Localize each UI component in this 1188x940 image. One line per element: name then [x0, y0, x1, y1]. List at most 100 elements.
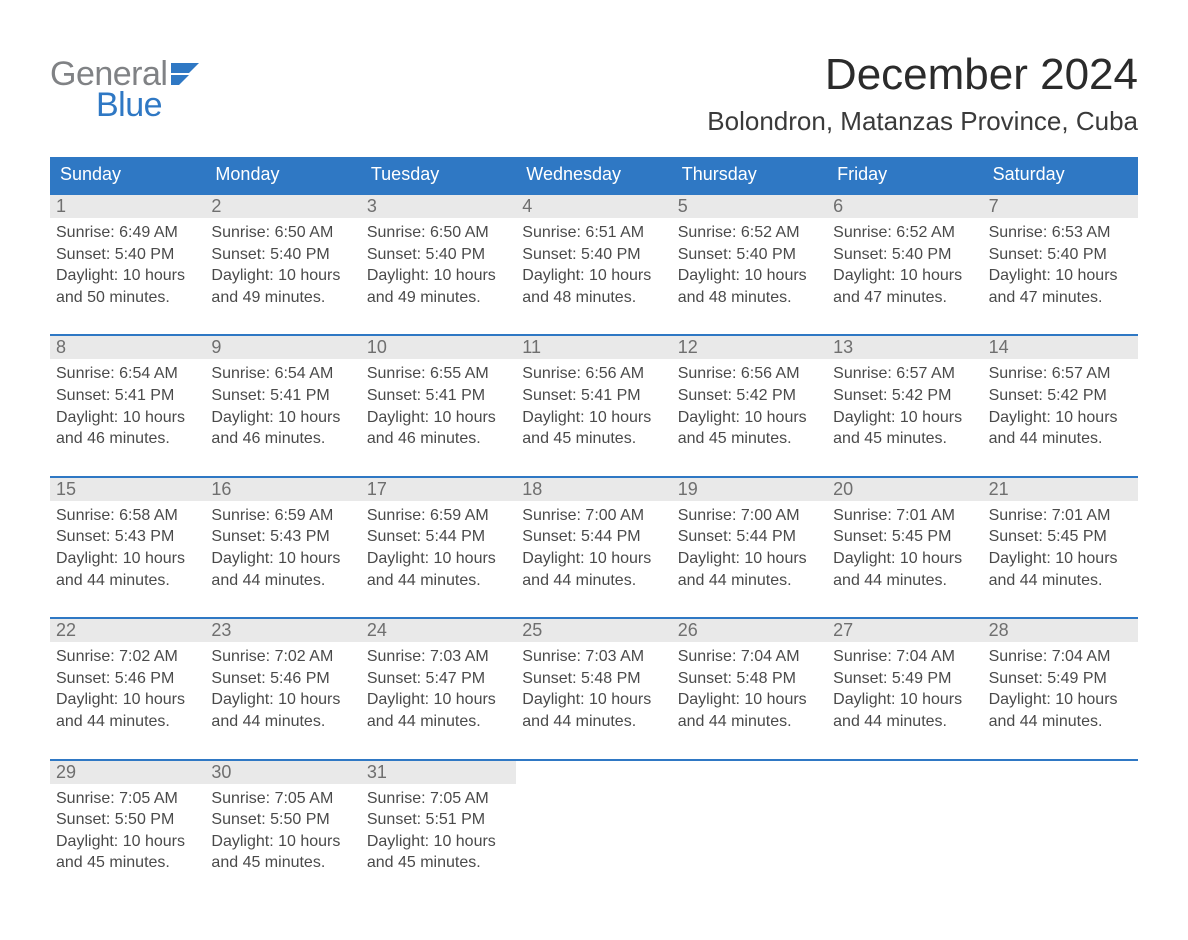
day-number: 13	[827, 336, 982, 359]
sunset-text: Sunset: 5:40 PM	[211, 244, 354, 266]
sunrise-text: Sunrise: 6:52 AM	[678, 222, 821, 244]
day-number: 28	[983, 619, 1138, 642]
day-number: 17	[361, 478, 516, 501]
day-body: Sunrise: 7:03 AMSunset: 5:47 PMDaylight:…	[361, 642, 516, 740]
daybody-row: Sunrise: 7:02 AMSunset: 5:46 PMDaylight:…	[50, 642, 1138, 740]
day-number: 10	[361, 336, 516, 359]
daylight-text: Daylight: 10 hours and 44 minutes.	[678, 548, 821, 591]
day-number: 6	[827, 195, 982, 218]
daylight-text: Daylight: 10 hours and 44 minutes.	[678, 689, 821, 732]
day-number: 16	[205, 478, 360, 501]
sunrise-text: Sunrise: 7:04 AM	[833, 646, 976, 668]
sunrise-text: Sunrise: 7:01 AM	[833, 505, 976, 527]
daylight-text: Daylight: 10 hours and 44 minutes.	[989, 548, 1132, 591]
sunrise-text: Sunrise: 6:53 AM	[989, 222, 1132, 244]
day-number: 29	[50, 761, 205, 784]
sunrise-text: Sunrise: 7:04 AM	[989, 646, 1132, 668]
day-number	[983, 761, 1138, 784]
sunrise-text: Sunrise: 7:03 AM	[367, 646, 510, 668]
day-body: Sunrise: 7:00 AMSunset: 5:44 PMDaylight:…	[516, 501, 671, 599]
daylight-text: Daylight: 10 hours and 47 minutes.	[989, 265, 1132, 308]
sunrise-text: Sunrise: 6:52 AM	[833, 222, 976, 244]
day-body: Sunrise: 7:04 AMSunset: 5:48 PMDaylight:…	[672, 642, 827, 740]
daylight-text: Daylight: 10 hours and 46 minutes.	[367, 407, 510, 450]
sunrise-text: Sunrise: 6:59 AM	[367, 505, 510, 527]
sunset-text: Sunset: 5:44 PM	[522, 526, 665, 548]
daybody-row: Sunrise: 7:05 AMSunset: 5:50 PMDaylight:…	[50, 784, 1138, 882]
dow-cell: Thursday	[672, 157, 827, 193]
brand-line2: Blue	[50, 91, 209, 120]
day-number: 19	[672, 478, 827, 501]
day-number: 24	[361, 619, 516, 642]
sunset-text: Sunset: 5:40 PM	[367, 244, 510, 266]
dow-cell: Saturday	[983, 157, 1138, 193]
day-body: Sunrise: 6:50 AMSunset: 5:40 PMDaylight:…	[205, 218, 360, 316]
day-number: 3	[361, 195, 516, 218]
sunset-text: Sunset: 5:40 PM	[56, 244, 199, 266]
sunset-text: Sunset: 5:44 PM	[678, 526, 821, 548]
sunrise-text: Sunrise: 6:51 AM	[522, 222, 665, 244]
week-row: 22232425262728Sunrise: 7:02 AMSunset: 5:…	[50, 617, 1138, 740]
sunset-text: Sunset: 5:50 PM	[56, 809, 199, 831]
day-body: Sunrise: 6:55 AMSunset: 5:41 PMDaylight:…	[361, 359, 516, 457]
week-row: 15161718192021Sunrise: 6:58 AMSunset: 5:…	[50, 476, 1138, 599]
day-body: Sunrise: 6:59 AMSunset: 5:43 PMDaylight:…	[205, 501, 360, 599]
daylight-text: Daylight: 10 hours and 44 minutes.	[367, 689, 510, 732]
daylight-text: Daylight: 10 hours and 45 minutes.	[522, 407, 665, 450]
day-body	[983, 784, 1138, 882]
daylight-text: Daylight: 10 hours and 45 minutes.	[678, 407, 821, 450]
day-number: 4	[516, 195, 671, 218]
daylight-text: Daylight: 10 hours and 44 minutes.	[211, 689, 354, 732]
daylight-text: Daylight: 10 hours and 45 minutes.	[56, 831, 199, 874]
sunset-text: Sunset: 5:40 PM	[678, 244, 821, 266]
sunset-text: Sunset: 5:40 PM	[989, 244, 1132, 266]
sunrise-text: Sunrise: 6:56 AM	[522, 363, 665, 385]
brand-logo: General Blue	[50, 60, 209, 120]
day-number: 14	[983, 336, 1138, 359]
day-number: 15	[50, 478, 205, 501]
day-body: Sunrise: 7:04 AMSunset: 5:49 PMDaylight:…	[827, 642, 982, 740]
day-number: 18	[516, 478, 671, 501]
flag-icon	[171, 60, 209, 89]
brand-line1: General	[50, 60, 167, 89]
day-number: 23	[205, 619, 360, 642]
sunrise-text: Sunrise: 6:50 AM	[367, 222, 510, 244]
daynum-row: 293031	[50, 761, 1138, 784]
header: General Blue December 2024 Bolondron, Ma…	[50, 50, 1138, 137]
sunrise-text: Sunrise: 7:05 AM	[211, 788, 354, 810]
daylight-text: Daylight: 10 hours and 49 minutes.	[367, 265, 510, 308]
day-body: Sunrise: 6:57 AMSunset: 5:42 PMDaylight:…	[827, 359, 982, 457]
day-body: Sunrise: 7:02 AMSunset: 5:46 PMDaylight:…	[50, 642, 205, 740]
day-body	[672, 784, 827, 882]
daylight-text: Daylight: 10 hours and 45 minutes.	[367, 831, 510, 874]
week-row: 293031Sunrise: 7:05 AMSunset: 5:50 PMDay…	[50, 759, 1138, 882]
day-number: 27	[827, 619, 982, 642]
daylight-text: Daylight: 10 hours and 44 minutes.	[522, 689, 665, 732]
day-body: Sunrise: 6:50 AMSunset: 5:40 PMDaylight:…	[361, 218, 516, 316]
sunset-text: Sunset: 5:48 PM	[522, 668, 665, 690]
day-body: Sunrise: 7:02 AMSunset: 5:46 PMDaylight:…	[205, 642, 360, 740]
sunrise-text: Sunrise: 6:58 AM	[56, 505, 199, 527]
daybody-row: Sunrise: 6:58 AMSunset: 5:43 PM Daylight:…	[50, 501, 1138, 599]
daylight-text: Daylight: 10 hours and 48 minutes.	[522, 265, 665, 308]
daynum-row: 22232425262728	[50, 619, 1138, 642]
sunset-text: Sunset: 5:40 PM	[833, 244, 976, 266]
sunset-text: Sunset: 5:41 PM	[367, 385, 510, 407]
sunrise-text: Sunrise: 6:56 AM	[678, 363, 821, 385]
sunset-text: Sunset: 5:41 PM	[56, 385, 199, 407]
sunrise-text: Sunrise: 6:50 AM	[211, 222, 354, 244]
sunset-text: Sunset: 5:42 PM	[678, 385, 821, 407]
daylight-text: Daylight: 10 hours and 44 minutes.	[522, 548, 665, 591]
day-body: Sunrise: 7:04 AMSunset: 5:49 PMDaylight:…	[983, 642, 1138, 740]
dow-cell: Monday	[205, 157, 360, 193]
day-body: Sunrise: 7:05 AMSunset: 5:50 PMDaylight:…	[50, 784, 205, 882]
sunset-text: Sunset: 5:46 PM	[56, 668, 199, 690]
titles: December 2024 Bolondron, Matanzas Provin…	[707, 50, 1138, 137]
daylight-text: Daylight: 10 hours and 44 minutes.	[211, 548, 354, 591]
sunset-text: Sunset: 5:43 PM	[56, 526, 199, 548]
day-number: 20	[827, 478, 982, 501]
sunrise-text: Sunrise: 7:05 AM	[367, 788, 510, 810]
day-number	[516, 761, 671, 784]
sunrise-text: Sunrise: 7:01 AM	[989, 505, 1132, 527]
daylight-text: Daylight: 10 hours and 45 minutes.	[211, 831, 354, 874]
